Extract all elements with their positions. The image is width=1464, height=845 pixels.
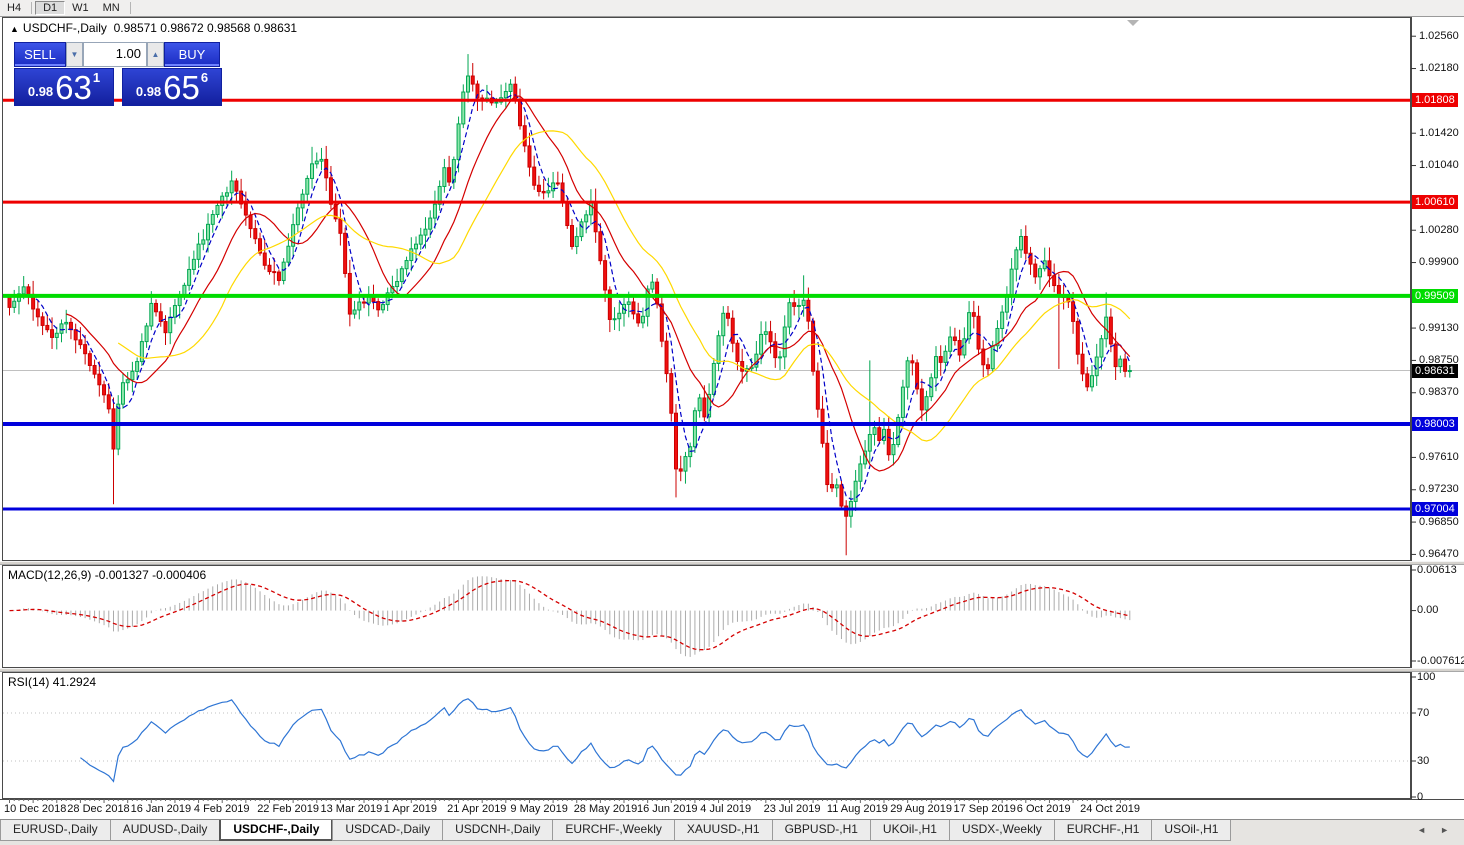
buy-price-box[interactable]: 0.98 65 6 — [122, 68, 222, 106]
chart-ohlc-values: 0.98571 0.98672 0.98568 0.98631 — [113, 21, 298, 35]
chart-tab-audusd-daily[interactable]: AUDUSD-,Daily — [109, 820, 221, 841]
price-tick-label: 1.02560 — [1419, 29, 1459, 42]
macd-signal-value: -0.000406 — [152, 568, 207, 582]
rsi-axis-label: 30 — [1417, 754, 1430, 767]
chart-tab-eurusd-daily[interactable]: EURUSD-,Daily — [0, 820, 111, 841]
chart-symbol: USDCHF-,Daily — [22, 21, 107, 35]
price-tick-label: 1.01420 — [1419, 126, 1459, 139]
volume-increase-button[interactable]: ▲ — [147, 42, 164, 67]
date-label: 16 Jun 2019 — [637, 803, 698, 815]
price-tick-label: 0.97610 — [1419, 450, 1459, 463]
chart-tab-gbpusd-h1[interactable]: GBPUSD-,H1 — [771, 820, 871, 841]
date-label: 16 Jan 2019 — [130, 803, 192, 815]
timeframe-button-h4[interactable]: H4 — [7, 2, 22, 14]
timeframe-button-mn[interactable]: MN — [102, 2, 120, 14]
panel-splitter[interactable] — [0, 561, 1464, 565]
price-level-badge: 1.01808 — [1412, 93, 1458, 108]
sell-price-prefix: 0.98 — [27, 84, 54, 99]
chevron-down-icon: ▼ — [70, 50, 79, 59]
sell-price-big: 63 — [55, 69, 92, 106]
rsi-current-value: 41.2924 — [52, 675, 97, 689]
volume-input[interactable]: 1.00 — [83, 42, 147, 67]
macd-axis-label: 0.00 — [1417, 604, 1439, 617]
tab-scroll-controls: ◄ ► — [1410, 820, 1464, 840]
price-tick-label: 0.99900 — [1419, 256, 1459, 269]
date-label: 6 Oct 2019 — [1016, 803, 1071, 815]
chart-header: ▲ USDCHF-,Daily 0.98571 0.98672 0.98568 0… — [10, 21, 297, 35]
price-tick-label: 0.98370 — [1419, 386, 1459, 399]
date-axis: 10 Dec 2018 28 Dec 2018 16 Jan 2019 4 Feb 2… — [0, 799, 1464, 819]
price-tick-label: 0.99130 — [1419, 321, 1459, 334]
buy-price-big: 65 — [163, 69, 200, 106]
date-label: 21 Apr 2019 — [447, 803, 507, 815]
price-level-badge: 0.97004 — [1412, 501, 1458, 516]
chart-tabbar: EURUSD-,Daily AUDUSD-,Daily USDCHF-,Daily U… — [0, 819, 1464, 845]
toolbar-separator — [31, 2, 33, 14]
toolbar-separator — [129, 2, 131, 14]
date-label: 4 Feb 2019 — [193, 803, 250, 815]
macd-indicator-label: MACD(12,26,9) -0.001327 -0.000406 — [8, 568, 207, 582]
date-label: 1 Apr 2019 — [383, 803, 438, 815]
date-label: 17 Sep 2019 — [953, 803, 1016, 815]
date-label: 24 Oct 2019 — [1080, 803, 1141, 815]
timeframe-toolbar: H4 D1 W1 MN — [0, 0, 1464, 17]
macd-panel — [2, 565, 1411, 668]
sell-price-sup: 1 — [92, 70, 101, 85]
date-label: 22 Feb 2019 — [257, 803, 319, 815]
price-tick-label: 1.01040 — [1419, 159, 1459, 172]
chart-tab-usdchf-daily[interactable]: USDCHF-,Daily — [219, 820, 334, 841]
volume-decrease-button[interactable]: ▼ — [66, 42, 83, 67]
rsi-indicator-label: RSI(14) 41.2924 — [8, 675, 97, 689]
sell-price-box[interactable]: 0.98 63 1 — [14, 68, 114, 106]
date-label: 11 Aug 2019 — [826, 803, 888, 815]
sell-button[interactable]: SELL — [14, 42, 66, 67]
price-level-badge: 0.98003 — [1412, 416, 1458, 431]
date-label: 29 Aug 2019 — [890, 803, 952, 815]
buy-price-sup: 6 — [200, 70, 209, 85]
macd-axis-label: 0.00613 — [1417, 563, 1457, 576]
price-tick-label: 0.96470 — [1419, 547, 1459, 560]
tab-scroll-right-icon[interactable]: ► — [1440, 825, 1449, 835]
rsi-panel — [2, 672, 1411, 799]
chart-tab-usdcad-daily[interactable]: USDCAD-,Daily — [332, 820, 444, 841]
date-label: 28 May 2019 — [573, 803, 638, 815]
price-level-badge: 0.99509 — [1412, 288, 1458, 303]
chart-tab-usdcnh-daily[interactable]: USDCNH-,Daily — [442, 820, 554, 841]
macd-main-value: -0.001327 — [94, 568, 149, 582]
one-click-trading-widget: SELL ▼ 1.00 ▲ BUY 0.98 63 1 0.98 65 6 — [14, 42, 222, 106]
chart-tab-usoil-h1[interactable]: USOil-,H1 — [1151, 820, 1232, 841]
tab-scroll-left-icon[interactable]: ◄ — [1417, 825, 1427, 835]
price-tick-label: 1.00280 — [1419, 223, 1459, 236]
timeframe-button-w1[interactable]: W1 — [72, 2, 89, 14]
symbol-marker-icon: ▲ — [10, 24, 19, 34]
date-label: 10 Dec 2018 — [4, 803, 67, 815]
price-tick-label: 0.97230 — [1419, 483, 1459, 496]
chart-tab-eurchf-h1[interactable]: EURCHF-,H1 — [1053, 820, 1153, 841]
price-level-badge: 1.00610 — [1412, 195, 1458, 210]
rsi-axis-label: 70 — [1417, 706, 1430, 719]
rsi-axis-label: 100 — [1417, 670, 1436, 683]
price-tick-label: 1.02180 — [1419, 62, 1459, 75]
chart-tab-usdx-weekly[interactable]: USDX-,Weekly — [948, 820, 1055, 841]
chart-tab-eurchf-weekly[interactable]: EURCHF-,Weekly — [552, 820, 675, 841]
date-label: 28 Dec 2018 — [67, 803, 130, 815]
buy-button[interactable]: BUY — [164, 42, 220, 67]
date-label: 13 Mar 2019 — [320, 803, 383, 815]
timeframe-button-d1[interactable]: D1 — [35, 1, 66, 15]
price-tick-label: 0.98750 — [1419, 353, 1459, 366]
date-label: 4 Jul 2019 — [700, 803, 752, 815]
chart-tab-ukoil-h1[interactable]: UKOil-,H1 — [869, 820, 950, 841]
buy-price-prefix: 0.98 — [135, 84, 162, 99]
date-label: 9 May 2019 — [510, 803, 568, 815]
date-label: 23 Jul 2019 — [763, 803, 821, 815]
chart-tab-xauusd-h1[interactable]: XAUUSD-,H1 — [673, 820, 773, 841]
panel-splitter[interactable] — [0, 668, 1464, 672]
price-tick-label: 0.96850 — [1419, 515, 1459, 528]
macd-axis-label: -0.007612 — [1417, 654, 1464, 667]
rsi-axis-label: 0 — [1417, 790, 1424, 803]
price-level-badge: 0.98631 — [1412, 363, 1458, 378]
chevron-up-icon: ▲ — [151, 50, 160, 59]
